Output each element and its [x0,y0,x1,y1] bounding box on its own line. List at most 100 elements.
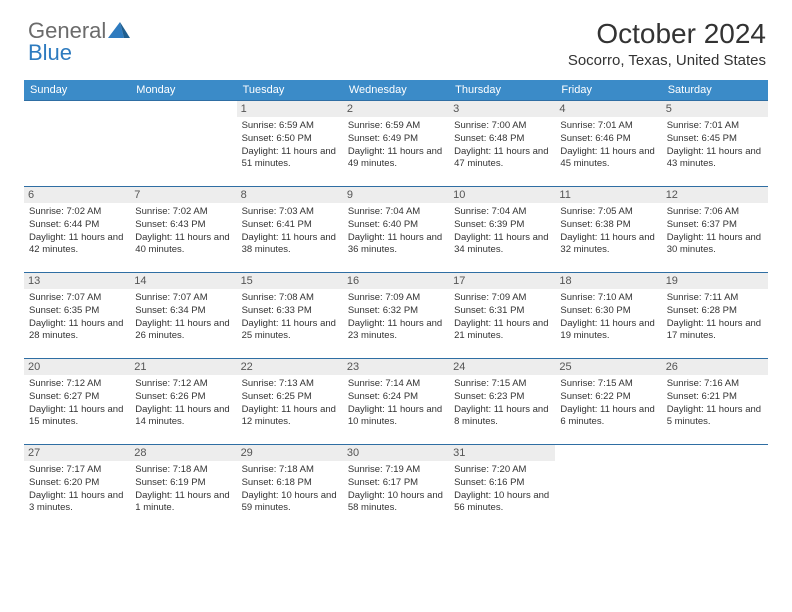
calendar-body: 1Sunrise: 6:59 AMSunset: 6:50 PMDaylight… [24,101,768,531]
daylight-text: Daylight: 11 hours and 10 minutes. [348,404,444,430]
sunrise-text: Sunrise: 7:15 AM [560,378,656,391]
sunrise-text: Sunrise: 7:09 AM [454,292,550,305]
sunrise-text: Sunrise: 7:04 AM [348,206,444,219]
sunrise-text: Sunrise: 7:02 AM [135,206,231,219]
sunset-text: Sunset: 6:27 PM [29,391,125,404]
sunrise-text: Sunrise: 7:02 AM [29,206,125,219]
daylight-text: Daylight: 11 hours and 15 minutes. [29,404,125,430]
day-number: 10 [449,187,555,203]
daylight-text: Daylight: 11 hours and 45 minutes. [560,146,656,172]
day-number: 9 [343,187,449,203]
calendar-day-cell: 27Sunrise: 7:17 AMSunset: 6:20 PMDayligh… [24,445,130,531]
daylight-text: Daylight: 11 hours and 30 minutes. [667,232,763,258]
day-number: 1 [237,101,343,117]
daylight-text: Daylight: 11 hours and 5 minutes. [667,404,763,430]
calendar-week-row: 1Sunrise: 6:59 AMSunset: 6:50 PMDaylight… [24,101,768,187]
sunrise-text: Sunrise: 7:07 AM [135,292,231,305]
calendar-day-cell: 20Sunrise: 7:12 AMSunset: 6:27 PMDayligh… [24,359,130,445]
sail-icon [108,22,130,38]
sunrise-text: Sunrise: 7:12 AM [135,378,231,391]
sunset-text: Sunset: 6:17 PM [348,477,444,490]
day-number: 28 [130,445,236,461]
title-block: October 2024 Socorro, Texas, United Stat… [568,18,766,69]
sunset-text: Sunset: 6:37 PM [667,219,763,232]
sunrise-text: Sunrise: 7:18 AM [242,464,338,477]
weekday-header: Tuesday [237,80,343,101]
sunset-text: Sunset: 6:35 PM [29,305,125,318]
daylight-text: Daylight: 11 hours and 36 minutes. [348,232,444,258]
day-number: 21 [130,359,236,375]
calendar-day-cell: 10Sunrise: 7:04 AMSunset: 6:39 PMDayligh… [449,187,555,273]
day-number: 30 [343,445,449,461]
sunrise-text: Sunrise: 7:07 AM [29,292,125,305]
day-number: 22 [237,359,343,375]
sunset-text: Sunset: 6:20 PM [29,477,125,490]
daylight-text: Daylight: 11 hours and 14 minutes. [135,404,231,430]
calendar-day-cell: 4Sunrise: 7:01 AMSunset: 6:46 PMDaylight… [555,101,661,187]
sunrise-text: Sunrise: 7:04 AM [454,206,550,219]
daylight-text: Daylight: 10 hours and 58 minutes. [348,490,444,516]
day-number: 4 [555,101,661,117]
sunset-text: Sunset: 6:38 PM [560,219,656,232]
weekday-header: Thursday [449,80,555,101]
sunset-text: Sunset: 6:25 PM [242,391,338,404]
calendar-day-cell: 17Sunrise: 7:09 AMSunset: 6:31 PMDayligh… [449,273,555,359]
sunrise-text: Sunrise: 7:17 AM [29,464,125,477]
logo-text-b: Blue [28,40,72,65]
sunset-text: Sunset: 6:28 PM [667,305,763,318]
weekday-header: Friday [555,80,661,101]
daylight-text: Daylight: 11 hours and 12 minutes. [242,404,338,430]
calendar-table: SundayMondayTuesdayWednesdayThursdayFrid… [24,80,768,531]
sunrise-text: Sunrise: 7:20 AM [454,464,550,477]
calendar-day-cell: 30Sunrise: 7:19 AMSunset: 6:17 PMDayligh… [343,445,449,531]
calendar-day-cell: 26Sunrise: 7:16 AMSunset: 6:21 PMDayligh… [662,359,768,445]
calendar-page: General Blue October 2024 Socorro, Texas… [0,0,792,551]
daylight-text: Daylight: 11 hours and 26 minutes. [135,318,231,344]
sunset-text: Sunset: 6:45 PM [667,133,763,146]
day-number: 27 [24,445,130,461]
calendar-day-cell: 7Sunrise: 7:02 AMSunset: 6:43 PMDaylight… [130,187,236,273]
daylight-text: Daylight: 11 hours and 19 minutes. [560,318,656,344]
day-number: 6 [24,187,130,203]
sunrise-text: Sunrise: 6:59 AM [348,120,444,133]
calendar-day-cell: 15Sunrise: 7:08 AMSunset: 6:33 PMDayligh… [237,273,343,359]
daylight-text: Daylight: 10 hours and 59 minutes. [242,490,338,516]
daylight-text: Daylight: 11 hours and 6 minutes. [560,404,656,430]
daylight-text: Daylight: 11 hours and 17 minutes. [667,318,763,344]
day-number: 3 [449,101,555,117]
calendar-day-cell: 1Sunrise: 6:59 AMSunset: 6:50 PMDaylight… [237,101,343,187]
sunrise-text: Sunrise: 7:10 AM [560,292,656,305]
sunrise-text: Sunrise: 7:03 AM [242,206,338,219]
weekday-header-row: SundayMondayTuesdayWednesdayThursdayFrid… [24,80,768,101]
calendar-week-row: 27 Sunrise: 7:17 AMSunset: 6:20 PM Dayligh… [24,445,768,531]
sunrise-text: Sunrise: 7:01 AM [560,120,656,133]
day-number: 16 [343,273,449,289]
day-number: 15 [237,273,343,289]
sunset-text: Sunset: 6:41 PM [242,219,338,232]
daylight-text: Daylight: 11 hours and 23 minutes. [348,318,444,344]
daylight-text: Daylight: 11 hours and 42 minutes. [29,232,125,258]
weekday-header: Monday [130,80,236,101]
sunrise-text: Sunrise: 7:06 AM [667,206,763,219]
sunrise-text: Sunrise: 7:08 AM [242,292,338,305]
sunset-text: Sunset: 6:19 PM [135,477,231,490]
daylight-text: Daylight: 11 hours and 38 minutes. [242,232,338,258]
calendar-day-cell: 12Sunrise: 7:06 AMSunset: 6:37 PMDayligh… [662,187,768,273]
daylight-text: Daylight: 10 hours and 56 minutes. [454,490,550,516]
day-number: 19 [662,273,768,289]
sunset-text: Sunset: 6:49 PM [348,133,444,146]
calendar-day-cell: 24Sunrise: 7:15 AMSunset: 6:23 PMDayligh… [449,359,555,445]
calendar-day-cell: 21Sunrise: 7:12 AMSunset: 6:26 PMDayligh… [130,359,236,445]
daylight-text: Daylight: 11 hours and 34 minutes. [454,232,550,258]
brand-logo: General Blue [28,20,130,64]
calendar-day-cell: 11Sunrise: 7:05 AMSunset: 6:38 PMDayligh… [555,187,661,273]
day-number: 14 [130,273,236,289]
daylight-text: Daylight: 11 hours and 47 minutes. [454,146,550,172]
day-number: 7 [130,187,236,203]
sunrise-text: Sunrise: 7:09 AM [348,292,444,305]
page-title: October 2024 [568,18,766,50]
calendar-day-cell: 31Sunrise: 7:20 AMSunset: 6:16 PMDayligh… [449,445,555,531]
sunset-text: Sunset: 6:23 PM [454,391,550,404]
day-number: 13 [24,273,130,289]
weekday-header: Wednesday [343,80,449,101]
